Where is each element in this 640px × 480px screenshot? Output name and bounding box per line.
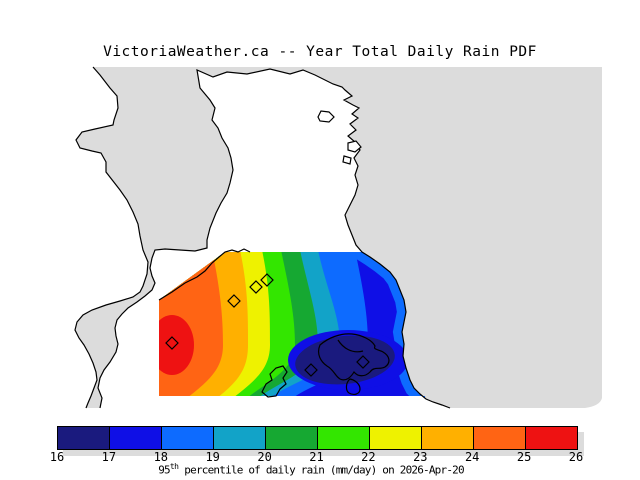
contour-high-core-red (159, 315, 194, 375)
colorbar-tick-26: 26 (568, 450, 584, 464)
caption-rest: percentile of daily rain (mm/day) on 202… (178, 463, 464, 477)
station-diamond-3 (249, 280, 263, 294)
rain-contour-field (159, 252, 425, 398)
coastline-harbour-edge (158, 248, 251, 301)
colorbar-caption: 95th percentile of daily rain (mm/day) o… (0, 462, 622, 477)
colorbar-tick-23: 23 (413, 450, 428, 464)
station-diamond-6 (356, 355, 370, 369)
sea-water (75, 67, 602, 408)
colorbar-tick-24: 24 (464, 450, 480, 464)
station-markers (165, 273, 370, 377)
colorbar-segment-16-17 (58, 427, 110, 449)
island-piers (317, 110, 335, 123)
colorbar-tick-18: 18 (153, 450, 169, 464)
colorbar (57, 426, 578, 450)
page-title: VictoriaWeather.ca -- Year Total Daily R… (103, 44, 537, 60)
colorbar-segment-22-23 (370, 427, 422, 449)
island-outline-gonzales (261, 365, 288, 398)
colorbar-tick-17: 17 (101, 450, 117, 464)
caption-superscript: th (169, 462, 179, 471)
island-small-north-2 (342, 155, 352, 165)
caption-prefix: 95 (158, 463, 170, 477)
colorbar-tick-25: 25 (516, 450, 532, 464)
island-small-north (347, 140, 362, 153)
station-diamond-5 (304, 363, 318, 377)
colorbar-tick-20: 20 (257, 450, 272, 464)
station-diamond-4 (260, 273, 274, 287)
colorbar-segment-24-25 (474, 427, 526, 449)
colorbar-segment-20-21 (266, 427, 318, 449)
colorbar-tick-16: 16 (49, 450, 65, 464)
colorbar-segment-19-20 (214, 427, 266, 449)
colorbar-tick-19: 19 (205, 450, 220, 464)
coastline-west-shore (74, 66, 149, 409)
colorbar-ticks: 16 17 18 19 20 21 22 23 24 25 26 (0, 450, 640, 464)
colorbar-tick-21: 21 (309, 450, 324, 464)
coastline-peninsula (97, 68, 451, 409)
island-outline-discovery-group (317, 333, 390, 395)
colorbar-segment-23-24 (422, 427, 474, 449)
station-diamond-2 (227, 294, 241, 308)
colorbar-tick-22: 22 (361, 450, 376, 464)
station-diamond-1 (165, 336, 179, 350)
colorbar-segment-18-19 (162, 427, 214, 449)
colorbar-segment-21-22 (318, 427, 370, 449)
colorbar-segment-17-18 (110, 427, 162, 449)
colorbar-segment-25-26 (526, 427, 577, 449)
